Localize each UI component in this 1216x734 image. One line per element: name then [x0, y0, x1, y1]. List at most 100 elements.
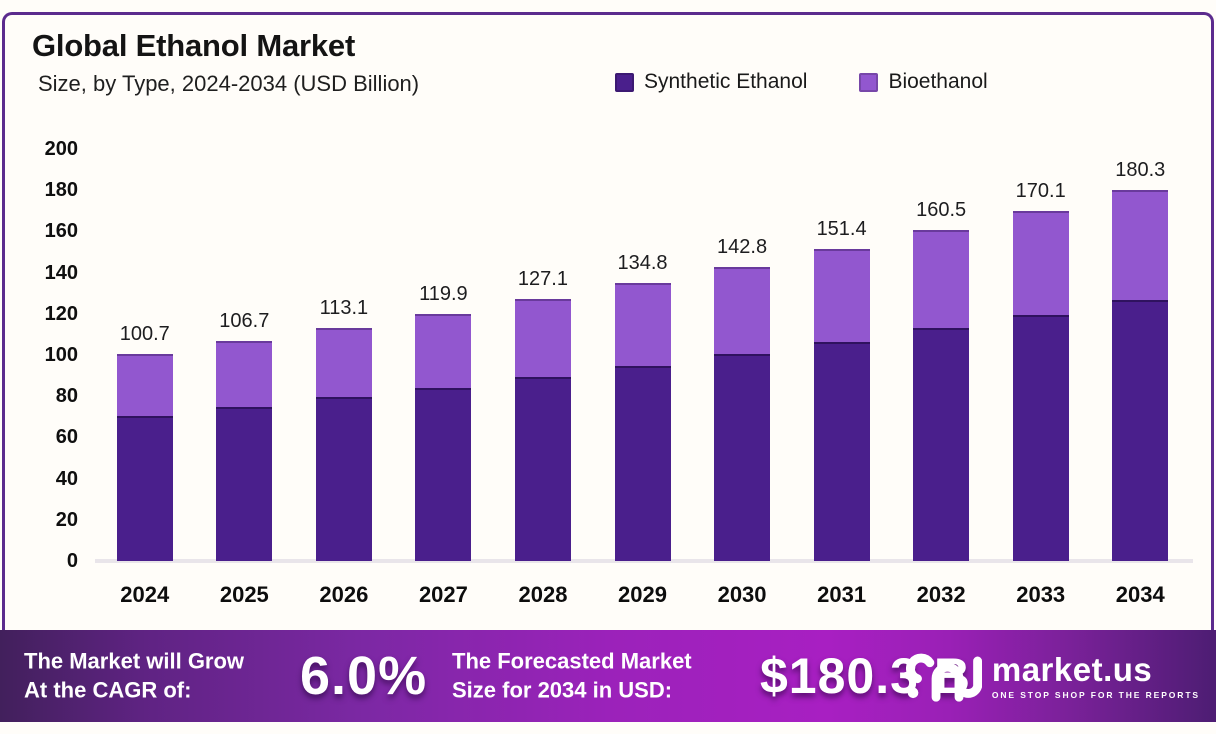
legend-item-bioethanol: Bioethanol: [859, 70, 988, 94]
y-tick-label: 200: [44, 138, 78, 160]
bioethanol-segment: [913, 230, 970, 329]
legend-label: Synthetic Ethanol: [644, 70, 808, 93]
chart-header: Global Ethanol Market Size, by Type, 202…: [32, 28, 419, 97]
x-tick-label-2028: 2028: [518, 582, 568, 607]
cagr-label-line2: At the CAGR of:: [24, 677, 192, 702]
logo-dot: [907, 687, 919, 699]
bar-value-label: 142.8: [717, 235, 768, 258]
x-tick-label-2032: 2032: [916, 582, 966, 607]
stacked-bar: [714, 266, 771, 561]
bioethanol-segment: [116, 353, 173, 416]
marketus-logo-icon: [905, 653, 982, 702]
bar-value-label: 170.1: [1015, 179, 1066, 202]
x-axis-baseline: [95, 559, 1193, 563]
bar-group-2031: 151.4: [792, 149, 892, 561]
x-tick-label-2027: 2027: [418, 582, 468, 607]
x-tick-label-2024: 2024: [120, 582, 170, 607]
bioethanol-segment: [1112, 189, 1169, 300]
bioethanol-segment: [1012, 210, 1069, 315]
y-tick-label: 160: [44, 220, 78, 243]
y-tick-label: 60: [55, 426, 78, 449]
y-tick-label: 140: [44, 261, 78, 284]
bar-group-2026: 113.1: [294, 149, 394, 561]
synthetic-ethanol-segment: [116, 415, 173, 561]
stacked-bar: [415, 314, 472, 561]
bar-group-2029: 134.8: [593, 149, 693, 561]
stacked-bar: [315, 328, 372, 561]
x-tick-label-2025: 2025: [219, 582, 269, 607]
y-tick-label: 20: [55, 508, 78, 531]
y-tick-label: 100: [44, 344, 78, 366]
stacked-bar: [116, 353, 173, 561]
bar-group-2025: 106.7: [195, 149, 295, 561]
bar-group-2030: 142.8: [692, 149, 792, 561]
synthetic-ethanol-segment: [813, 341, 870, 561]
bar-group-2033: 170.1: [991, 149, 1091, 561]
cagr-value: 6.0%: [300, 646, 428, 706]
bioethanol-segment: [714, 266, 771, 355]
forecast-label: The Forecasted Market Size for 2034 in U…: [452, 647, 692, 704]
stacked-bar: [216, 341, 273, 561]
cagr-label: The Market will Grow At the CAGR of:: [24, 647, 244, 704]
stacked-bar: [614, 283, 671, 561]
synthetic-ethanol-segment: [315, 397, 372, 561]
synthetic-ethanol-segment: [614, 365, 671, 561]
x-axis: 2024 2025 2026 2027 2028 2029 2030 2031 2032 2033…: [95, 582, 1190, 608]
brand-text: market.us ONE STOP SHOP FOR THE REPORTS: [992, 653, 1200, 700]
forecast-label-line2: Size for 2034 in USD:: [452, 677, 673, 702]
bar-group-2027: 119.9: [394, 149, 494, 561]
bioethanol-segment: [315, 328, 372, 398]
stacked-bar: [1112, 189, 1169, 561]
legend-label: Bioethanol: [888, 70, 988, 93]
synthetic-ethanol-segment: [514, 377, 571, 561]
brand-tagline: ONE STOP SHOP FOR THE REPORTS: [991, 689, 1200, 700]
stacked-bar: [514, 299, 571, 561]
stacked-bar: [1012, 210, 1069, 561]
page-title: Global Ethanol Market: [32, 28, 356, 63]
stacked-bar: [913, 230, 970, 561]
footer-banner: The Market will Grow At the CAGR of: 6.0…: [0, 630, 1216, 722]
marketus-brand: market.us ONE STOP SHOP FOR THE REPORTS: [905, 647, 1200, 705]
legend-item-synthetic-ethanol: Synthetic Ethanol: [615, 70, 807, 94]
bar-value-label: 106.7: [219, 310, 270, 333]
y-axis: 0 20 40 60 80 100 120 140 160 180 200: [18, 139, 78, 571]
x-tick-label-2034: 2034: [1115, 582, 1165, 607]
legend-swatch: [859, 72, 879, 92]
bar-value-label: 119.9: [419, 283, 468, 306]
brand-name: market.us: [991, 650, 1153, 688]
x-tick-label-2031: 2031: [817, 582, 867, 607]
synthetic-ethanol-segment: [714, 354, 771, 561]
x-tick-label-2033: 2033: [1016, 582, 1066, 607]
bar-group-2032: 160.5: [891, 149, 991, 561]
bioethanol-segment: [216, 341, 273, 407]
bar-group-2034: 180.3: [1090, 149, 1190, 561]
x-tick-label-2026: 2026: [319, 582, 369, 607]
y-tick-label: 80: [55, 385, 78, 408]
legend-swatch: [615, 72, 634, 92]
synthetic-ethanol-segment: [415, 387, 472, 561]
bar-group-2028: 127.1: [493, 149, 593, 561]
synthetic-ethanol-segment: [216, 406, 273, 561]
cagr-label-line1: The Market will Grow: [24, 648, 245, 674]
bioethanol-segment: [415, 314, 472, 388]
legend: Synthetic Ethanol Bioethanol: [615, 70, 988, 94]
plot-area: 100.7 106.7 113.1 119.9 127.1 134.8 142.8 151.4…: [95, 149, 1190, 561]
y-tick-label: 120: [44, 302, 78, 325]
bar-group-2024: 100.7: [95, 149, 195, 561]
bar-value-label: 100.7: [119, 322, 170, 345]
bar-value-label: 127.1: [517, 268, 568, 291]
bar-value-label: 151.4: [816, 218, 867, 241]
y-tick-label: 40: [55, 467, 78, 490]
synthetic-ethanol-segment: [1012, 314, 1069, 561]
bar-value-label: 180.3: [1115, 158, 1166, 181]
bar-value-label: 113.1: [319, 297, 369, 320]
x-tick-label-2029: 2029: [618, 582, 667, 607]
bioethanol-segment: [813, 249, 870, 342]
y-tick-label: 0: [66, 550, 78, 572]
chart-subtitle: Size, by Type, 2024-2034 (USD Billion): [38, 71, 420, 96]
synthetic-ethanol-segment: [913, 328, 970, 561]
bar-value-label: 160.5: [916, 199, 967, 222]
y-tick-label: 180: [44, 179, 78, 202]
x-tick-label-2030: 2030: [717, 582, 767, 607]
